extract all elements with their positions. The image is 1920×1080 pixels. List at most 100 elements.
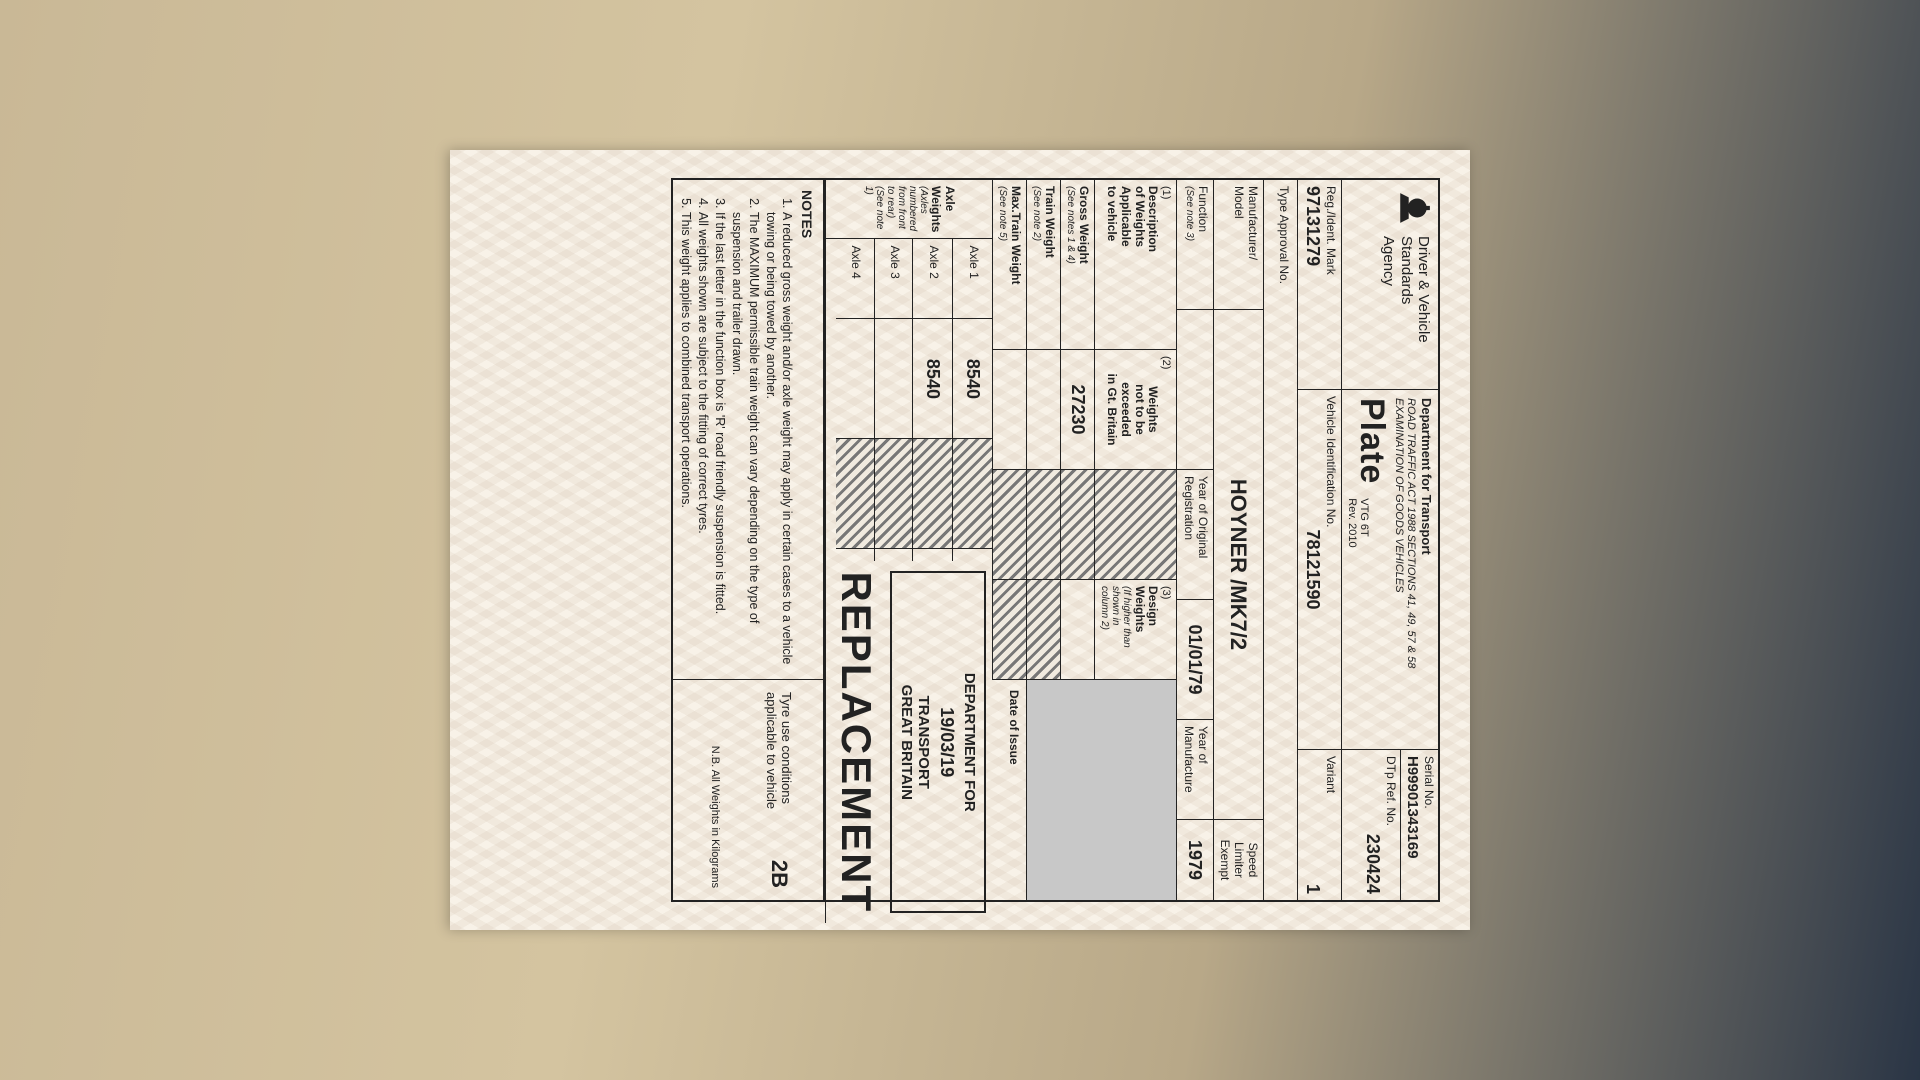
- note-3: If the last letter in the function box i…: [711, 212, 728, 669]
- col2-a: Weights: [1146, 356, 1160, 463]
- yom-label-2: Manufacture: [1181, 726, 1195, 813]
- gross-label: Gross Weight: [1076, 186, 1090, 343]
- col2-sup: (2): [1159, 356, 1172, 463]
- plate-title: Plate: [1352, 398, 1391, 484]
- axle2-value: 8540: [922, 359, 943, 399]
- hatched-cell: [952, 439, 992, 549]
- col1-a: Description: [1146, 186, 1160, 343]
- hatched-cell: [874, 439, 912, 549]
- form-code: VTG 6T: [1358, 498, 1370, 547]
- yor-label-2: Registration: [1181, 476, 1195, 593]
- issue-stamp-box: DEPARTMENT FOR 19/03/19 TRANSPORT GREAT …: [890, 571, 986, 913]
- reg-value: 97131279: [1302, 186, 1323, 383]
- type-approval-label: Type Approval No.: [1277, 186, 1291, 284]
- function-note: (See note 3): [1184, 186, 1195, 303]
- serial-label: Serial No.: [1421, 756, 1435, 894]
- axle2-label: Axle 2: [926, 245, 940, 278]
- agency-name-2: Standards: [1398, 236, 1415, 343]
- issue-date: 19/03/19: [936, 583, 957, 901]
- variant-value: 1: [1302, 756, 1323, 894]
- axle-n3: from front: [896, 186, 907, 232]
- col3-n1: (If higher than: [1121, 586, 1132, 673]
- axle-n5: (See note 1): [863, 186, 885, 232]
- plate-certificate: Driver & Vehicle Standards Agency Depart…: [450, 150, 1470, 930]
- col1-c: Applicable: [1118, 186, 1132, 343]
- notes-title: NOTES: [799, 190, 815, 669]
- variant-label: Variant: [1323, 756, 1337, 894]
- hatched-cell: [1094, 470, 1176, 580]
- axle-label-2: Weights: [929, 186, 943, 232]
- hatched-cell: [992, 470, 1026, 580]
- col2-b: not to be: [1132, 356, 1146, 463]
- issue-line1: DEPARTMENT FOR: [961, 583, 978, 901]
- gross-value: 27230: [1067, 384, 1088, 434]
- note-2: The MAXIMUM permissible train weight can…: [728, 212, 762, 669]
- axle-label-1: Axle: [942, 186, 956, 232]
- vin-value: 78121590: [1302, 396, 1323, 743]
- train-label: Train Weight: [1042, 186, 1056, 343]
- col3-sup: (3): [1159, 586, 1172, 673]
- agency-name-3: Agency: [1380, 236, 1397, 343]
- grey-side-panel: [1094, 680, 1176, 900]
- manufacturer-label-1: Manufacturer/: [1245, 186, 1259, 303]
- maxtrain-label: Max.Train Weight: [1008, 186, 1022, 343]
- dtp-label: DTp Ref. No.: [1383, 756, 1397, 894]
- axle-n1: (Axles: [918, 186, 929, 232]
- nb-text: N.B. All Weights in Kilograms: [709, 692, 721, 888]
- agency-name-1: Driver & Vehicle: [1415, 236, 1432, 343]
- speed-limiter-3: Exempt: [1218, 826, 1232, 894]
- hatched-cell: [992, 580, 1026, 680]
- function-label: Function: [1195, 186, 1209, 303]
- date-issue-label: Date of Issue: [1006, 690, 1020, 890]
- col2-c: exceeded: [1118, 356, 1132, 463]
- manufacturer-value: HOYNER /MK7/2: [1225, 479, 1251, 650]
- axle1-label: Axle 1: [966, 245, 980, 278]
- col3-a: Design: [1146, 586, 1160, 673]
- tyre-label-1: Tyre use conditions: [779, 692, 794, 809]
- examination-text: EXAMINATION OF GOODS VEHICLES: [1393, 398, 1405, 741]
- yom-value: 1979: [1184, 840, 1205, 880]
- notes-list: A reduced gross weight and/or axle weigh…: [677, 190, 795, 669]
- hatched-cell: [836, 439, 874, 549]
- grey-side-panel: [1026, 680, 1060, 900]
- hatched-cell: [1060, 470, 1094, 580]
- axle4-label: Axle 4: [849, 245, 863, 278]
- hatched-cell: [912, 439, 952, 549]
- axle-n2: numbered: [907, 186, 918, 232]
- act-reference: ROAD TRAFFIC ACT 1988 SECTIONS 41, 49, 5…: [1405, 398, 1417, 741]
- reg-label: Reg./Ident. Mark: [1323, 186, 1337, 383]
- hatched-cell: [1026, 470, 1060, 580]
- hatched-cell: [1026, 580, 1060, 680]
- manufacturer-label-2: Model: [1231, 186, 1245, 303]
- note-1: A reduced gross weight and/or axle weigh…: [762, 212, 796, 669]
- axle3-label: Axle 3: [887, 245, 901, 278]
- replacement-text: REPLACEMENT: [832, 571, 880, 913]
- yor-label-1: Year of Original: [1195, 476, 1209, 593]
- yor-value: 01/01/79: [1184, 624, 1205, 694]
- note-4: All weights shown are subject to the fit…: [694, 212, 711, 669]
- col1-sup: (1): [1159, 186, 1172, 343]
- col1-b: of Weights: [1132, 186, 1146, 343]
- col3-n2: shown in: [1110, 586, 1121, 673]
- issue-line2: TRANSPORT: [915, 583, 932, 901]
- rotated-document: Driver & Vehicle Standards Agency Depart…: [450, 150, 1470, 930]
- yom-label-1: Year of: [1195, 726, 1209, 813]
- tyre-label-2: applicable to vehicle: [764, 692, 779, 809]
- note-5: This weight applies to combined transpor…: [677, 212, 694, 669]
- axle-n4: to rear): [885, 186, 896, 232]
- department-title: Department for Transport: [1419, 398, 1434, 741]
- axle1-value: 8540: [962, 359, 983, 399]
- vin-label: Vehicle Identification No.: [1323, 396, 1337, 743]
- serial-value: H99901343169: [1404, 756, 1421, 894]
- maxtrain-note: (See note 5): [997, 186, 1008, 343]
- col3-n3: column 2): [1099, 586, 1110, 673]
- crest-icon: [1396, 186, 1432, 230]
- grey-side-panel: [1060, 680, 1094, 900]
- issue-line3: GREAT BRITAIN: [898, 583, 915, 901]
- col2-d: in Gt. Britain: [1104, 356, 1118, 463]
- speed-limiter-1: Speed: [1245, 826, 1259, 894]
- dtp-value: 230424: [1362, 756, 1383, 894]
- col3-b: Weights: [1132, 586, 1146, 673]
- train-note: (See note 2): [1031, 186, 1042, 343]
- gross-note: (See notes 1 & 4): [1065, 186, 1076, 343]
